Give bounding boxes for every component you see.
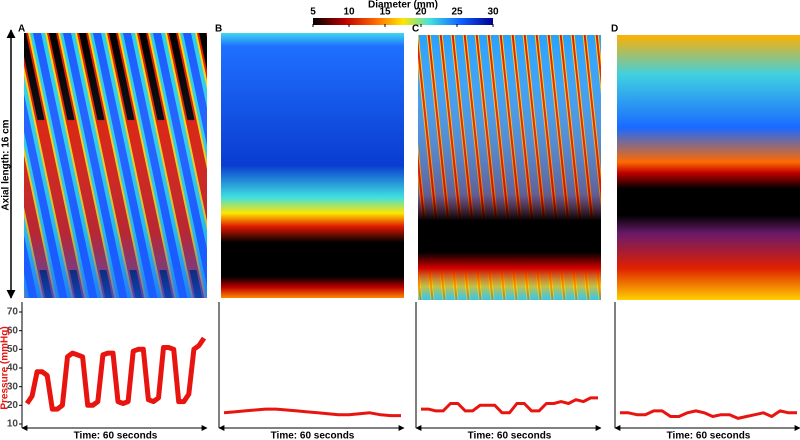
x-axis-label: Time: 60 seconds — [468, 431, 552, 440]
y-tick-label: 10 — [7, 419, 19, 430]
colorbar-tick-label: 15 — [379, 7, 391, 18]
colorbar-tick-label: 25 — [451, 7, 463, 18]
colorbar-tick-label: 10 — [343, 7, 355, 18]
x-axis-label: Time: 60 seconds — [667, 431, 751, 440]
pressure-line — [223, 407, 401, 418]
colorbar-tick-label: 30 — [487, 7, 499, 18]
pressure-line — [620, 409, 797, 420]
colorbar-tick-label: 5 — [310, 7, 316, 18]
y-tick-label: 30 — [7, 381, 19, 392]
colorbar-title: Diameter (mm) — [368, 0, 438, 11]
x-axis-label: Time: 60 seconds — [271, 431, 355, 440]
pressure-line — [24, 336, 207, 412]
axial-label: Axial length: 16 cm — [1, 119, 12, 210]
panel-label: B — [215, 24, 222, 35]
y-axis-label: Pressure (mmHg) — [0, 326, 11, 409]
colorbar — [313, 18, 493, 25]
panel-label: C — [412, 24, 419, 35]
y-tick-label: 20 — [7, 400, 19, 411]
y-tick-label: 50 — [7, 344, 19, 355]
panel-label: D — [611, 24, 618, 35]
x-axis-label: Time: 60 seconds — [74, 431, 158, 440]
y-tick-label: 60 — [7, 325, 19, 336]
heatmap-d — [617, 35, 800, 300]
y-tick-label: 40 — [7, 363, 19, 374]
y-tick-label: 70 — [7, 307, 19, 318]
pressure-line — [421, 396, 598, 415]
colorbar-tick-label: 20 — [415, 7, 427, 18]
heatmap-c-shade — [418, 35, 601, 300]
heatmap-b — [221, 33, 404, 298]
heatmap-a-shade — [24, 33, 207, 298]
panel-label: A — [18, 24, 25, 35]
